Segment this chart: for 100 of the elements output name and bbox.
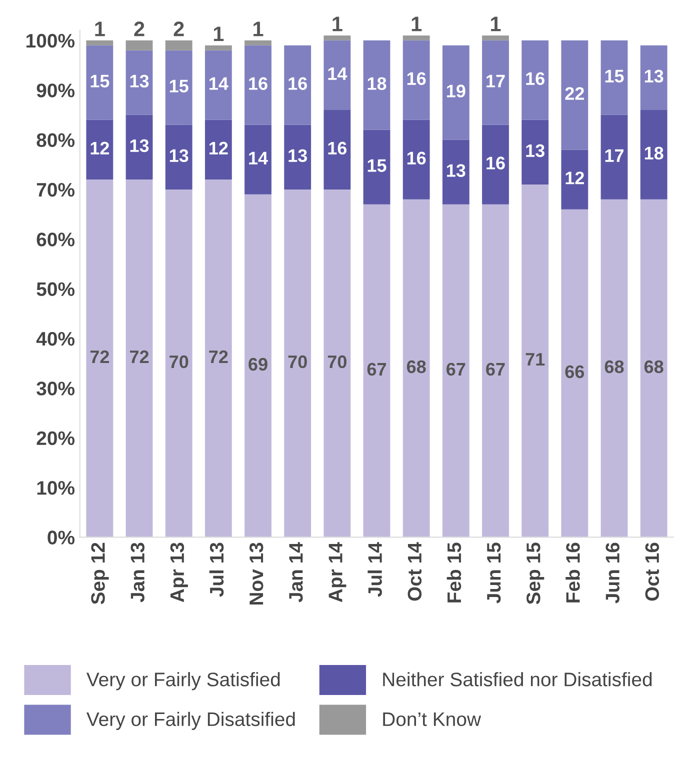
data-label: 67	[367, 362, 386, 376]
bar	[244, 124, 272, 194]
data-label: 70	[170, 355, 188, 368]
bar	[402, 120, 430, 200]
bar	[324, 110, 351, 190]
x-tick-label: Jul 13	[209, 542, 224, 597]
bar	[204, 180, 232, 538]
data-label: 17	[605, 149, 624, 162]
bar	[324, 35, 351, 40]
y-tick-label: 80%	[36, 133, 75, 148]
bar	[165, 189, 192, 538]
data-label: 16	[249, 77, 268, 90]
bar	[561, 150, 588, 210]
data-label: 19	[447, 84, 466, 98]
bar	[284, 45, 312, 125]
bar	[86, 120, 114, 180]
bar	[442, 204, 470, 538]
bar	[561, 40, 588, 150]
data-label: 70	[328, 355, 346, 368]
data-label: 13	[447, 164, 466, 177]
y-tick-label: 60%	[36, 232, 75, 246]
bar	[363, 130, 390, 204]
y-tick-label: 90%	[36, 84, 75, 98]
bar	[244, 45, 272, 125]
data-label: 1	[412, 16, 422, 32]
data-label: 18	[644, 146, 664, 160]
data-label: 13	[526, 144, 544, 158]
bar	[640, 199, 668, 538]
bar	[284, 124, 312, 190]
data-label: 17	[486, 74, 505, 88]
bar	[640, 45, 668, 110]
legend-label: Very or Fairly Satisfied	[86, 672, 280, 690]
bar	[284, 189, 312, 538]
data-label: 13	[130, 139, 149, 152]
x-tick-label: Apr 14	[328, 542, 346, 602]
data-label: 15	[605, 70, 624, 83]
y-tick-label: 10%	[37, 481, 75, 495]
bar	[324, 189, 351, 538]
bar	[522, 184, 549, 538]
data-label: 12	[90, 142, 109, 154]
bar	[126, 180, 153, 538]
data-label: 12	[210, 142, 228, 154]
x-tick-label: Jul 14	[368, 542, 382, 597]
bar	[363, 204, 390, 538]
data-label: 68	[604, 360, 624, 374]
y-tick-label: 40%	[36, 332, 75, 346]
x-tick-label: Oct 14	[408, 542, 422, 601]
data-label: 68	[406, 360, 426, 374]
data-label: 16	[526, 72, 544, 86]
data-label: 18	[368, 77, 386, 90]
y-tick-label: 20%	[36, 431, 75, 446]
data-label: 16	[328, 142, 347, 155]
bar	[204, 45, 232, 50]
bar	[126, 40, 153, 50]
data-label: 1	[214, 26, 224, 42]
bar	[204, 120, 232, 180]
bar	[640, 110, 668, 200]
x-tick-label: Nov 13	[249, 542, 264, 605]
x-tick-label: Feb 15	[446, 542, 462, 602]
bar	[600, 114, 628, 200]
bar	[561, 209, 588, 538]
data-label: 22	[565, 87, 584, 100]
bar	[482, 35, 509, 40]
bar	[165, 50, 192, 125]
data-label: 2	[174, 22, 184, 36]
data-label: 13	[288, 149, 307, 162]
bar	[600, 40, 628, 115]
y-tick-label: 100%	[26, 34, 75, 48]
bar	[482, 40, 509, 125]
data-label: 13	[130, 74, 149, 88]
legend-label: Neither Satisfied nor Disatisfied	[383, 672, 652, 686]
y-tick-label: 0%	[48, 530, 75, 544]
data-label: 16	[486, 156, 505, 170]
data-label: 16	[407, 72, 426, 86]
data-label: 14	[328, 67, 348, 80]
bar	[522, 40, 549, 120]
data-label: 2	[134, 22, 144, 36]
data-label: 14	[210, 77, 228, 90]
legend-label: Don’t Know	[383, 712, 482, 726]
bar	[442, 45, 470, 140]
bar	[204, 50, 232, 120]
y-tick-label: 50%	[36, 282, 75, 296]
data-label: 66	[565, 365, 584, 378]
bar	[86, 180, 114, 538]
x-tick-label: Feb 16	[566, 542, 580, 602]
bar	[402, 35, 430, 40]
y-tick-label: 30%	[36, 382, 75, 396]
bar	[442, 140, 470, 204]
bar	[522, 120, 549, 184]
data-label: 72	[90, 350, 109, 364]
x-tick-label: Oct 16	[645, 542, 660, 601]
data-label: 13	[644, 70, 664, 83]
y-tick-label: 70%	[36, 182, 75, 197]
data-label: 71	[526, 353, 545, 366]
bar	[126, 50, 153, 115]
data-label: 70	[288, 355, 307, 368]
data-label: 69	[248, 358, 268, 371]
data-label: 1	[491, 16, 501, 32]
data-label: 72	[209, 350, 228, 364]
data-label: 14	[249, 152, 268, 164]
